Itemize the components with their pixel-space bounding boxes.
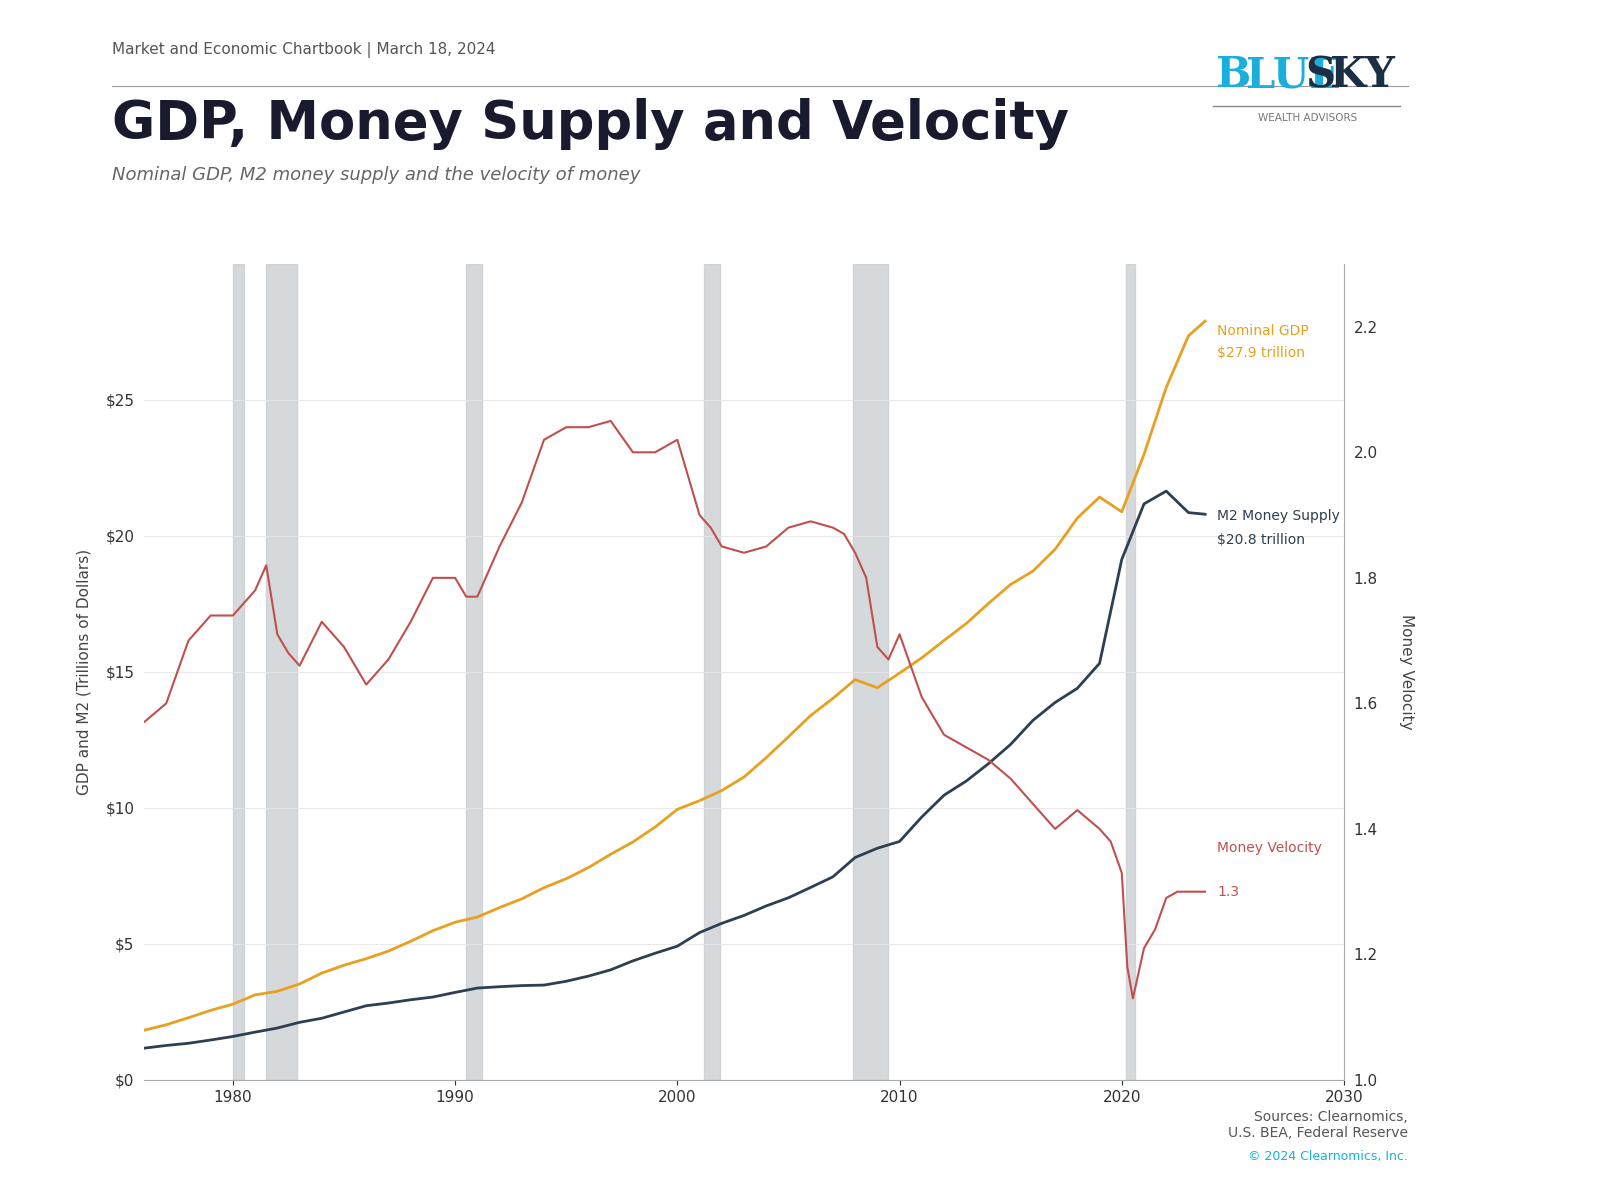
Bar	[704, 264, 720, 1080]
Bar	[853, 264, 888, 1080]
Text: B: B	[1216, 54, 1251, 96]
Text: GDP, Money Supply and Velocity: GDP, Money Supply and Velocity	[112, 98, 1069, 150]
Bar	[234, 264, 245, 1080]
Text: $27.9 trillion: $27.9 trillion	[1218, 346, 1306, 360]
Text: 1.3: 1.3	[1218, 886, 1240, 900]
Text: Money Velocity: Money Velocity	[1218, 841, 1322, 856]
Y-axis label: Money Velocity: Money Velocity	[1398, 614, 1414, 730]
Text: WEALTH ADVISORS: WEALTH ADVISORS	[1258, 113, 1357, 122]
Text: KY: KY	[1330, 54, 1395, 96]
Bar	[266, 264, 298, 1080]
Text: Market and Economic Chartbook | March 18, 2024: Market and Economic Chartbook | March 18…	[112, 42, 496, 58]
Text: Nominal GDP, M2 money supply and the velocity of money: Nominal GDP, M2 money supply and the vel…	[112, 166, 640, 184]
Text: $20.8 trillion: $20.8 trillion	[1218, 533, 1306, 547]
Bar	[1126, 264, 1134, 1080]
Text: © 2024 Clearnomics, Inc.: © 2024 Clearnomics, Inc.	[1248, 1150, 1408, 1163]
Text: Nominal GDP: Nominal GDP	[1218, 324, 1309, 338]
Text: S: S	[1306, 54, 1336, 96]
Text: M2 Money Supply: M2 Money Supply	[1218, 509, 1341, 523]
Bar	[466, 264, 482, 1080]
Text: Sources: Clearnomics,
U.S. BEA, Federal Reserve: Sources: Clearnomics, U.S. BEA, Federal …	[1229, 1110, 1408, 1140]
Text: LUE: LUE	[1246, 54, 1341, 96]
Y-axis label: GDP and M2 (Trillions of Dollars): GDP and M2 (Trillions of Dollars)	[77, 548, 91, 796]
